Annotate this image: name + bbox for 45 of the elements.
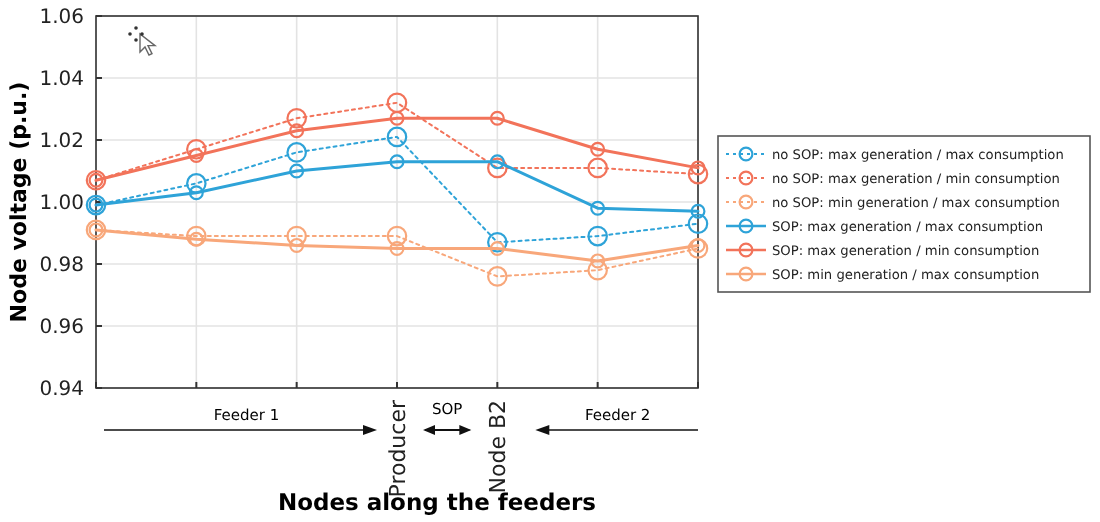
point [687,163,709,185]
point [690,203,706,219]
point [487,232,508,253]
point [487,157,508,179]
y-tick-label: 1.00 [39,193,84,215]
point [590,200,606,216]
x-tick-label: Node B2 [485,400,512,494]
point [188,231,204,247]
point [286,142,307,163]
y-tick-label: 0.96 [39,317,84,339]
point [186,173,207,194]
point [386,225,408,247]
point [188,148,204,163]
point [289,237,305,253]
point [690,160,706,176]
point [587,259,608,281]
point [687,238,709,259]
y-tick-label: 1.02 [39,131,84,153]
point [389,241,405,256]
point [590,253,606,269]
point [489,110,505,126]
point [386,92,408,114]
y-tick-label: 1.06 [39,7,84,29]
point [389,110,405,126]
point [286,108,307,129]
point [186,139,207,160]
point [386,126,408,148]
point [188,185,204,201]
point [489,154,505,170]
point [590,141,606,157]
point [489,241,505,256]
point [587,157,608,179]
point [487,266,508,287]
point [186,225,207,247]
y-tick-label: 0.94 [39,379,84,401]
y-axis-title: Node voltage (p.u.) [6,81,32,323]
point [690,237,706,253]
point [289,123,305,139]
point [289,163,305,179]
y-tick-label: 0.98 [39,255,84,277]
y-tick-label: 1.04 [39,69,84,91]
point [687,213,709,234]
point [286,225,307,247]
point [389,154,405,170]
point [587,225,608,247]
